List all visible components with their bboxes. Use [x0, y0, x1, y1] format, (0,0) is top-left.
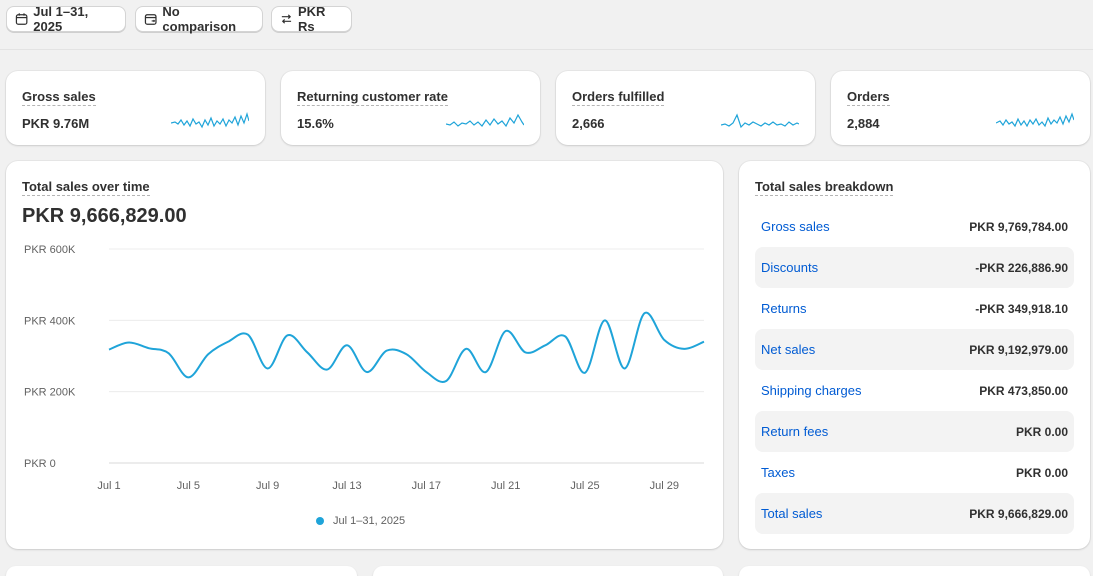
- breakdown-row-total-sales: Total sales PKR 9,666,829.00: [755, 493, 1074, 534]
- breakdown-value: PKR 473,850.00: [979, 383, 1068, 398]
- breakdown-title[interactable]: Total sales breakdown: [755, 179, 894, 196]
- x-tick-label: Jul 1: [97, 480, 120, 492]
- kpi-card-returning-customer-rate[interactable]: Returning customer rate 15.6%: [281, 71, 540, 145]
- sparkline: [721, 113, 799, 129]
- next-card-2: [373, 566, 723, 576]
- date-range-label: Jul 1–31, 2025: [33, 4, 89, 34]
- kpi-title[interactable]: Returning customer rate: [297, 89, 448, 106]
- breakdown-label[interactable]: Return fees: [761, 424, 829, 439]
- kpi-card-orders[interactable]: Orders 2,884: [831, 71, 1090, 145]
- breakdown-value: PKR 9,769,784.00: [969, 219, 1068, 234]
- breakdown-row-shipping-charges: Shipping charges PKR 473,850.00: [755, 370, 1074, 411]
- sparkline: [171, 111, 249, 129]
- breakdown-label[interactable]: Shipping charges: [761, 383, 862, 398]
- breakdown-value: PKR 9,192,979.00: [969, 342, 1068, 357]
- breakdown-value: PKR 0.00: [1015, 424, 1068, 439]
- x-tick-label: Jul 29: [650, 480, 679, 492]
- kpi-title[interactable]: Orders: [847, 89, 890, 106]
- chart-legend[interactable]: Jul 1–31, 2025: [316, 515, 405, 527]
- breakdown-value: PKR 9,666,829.00: [969, 506, 1068, 521]
- breakdown-row-returns: Returns -PKR 349,918.10: [755, 288, 1074, 329]
- toolbar: Jul 1–31, 2025 No comparison PKR Rs: [0, 0, 1093, 50]
- kpi-value: 2,666: [572, 116, 605, 131]
- currency-exchange-icon: [281, 14, 292, 24]
- breakdown-value: -PKR 226,886.90: [975, 260, 1068, 275]
- x-tick-label: Jul 17: [412, 480, 441, 492]
- breakdown-label[interactable]: Returns: [761, 301, 807, 316]
- currency-button[interactable]: PKR Rs: [271, 4, 352, 34]
- date-range-button[interactable]: Jul 1–31, 2025: [6, 4, 126, 34]
- breakdown-row-taxes: Taxes PKR 0.00: [755, 452, 1074, 493]
- sales-breakdown-card: Total sales breakdown Gross sales PKR 9,…: [739, 161, 1090, 549]
- breakdown-row-discounts: Discounts -PKR 226,886.90: [755, 247, 1074, 288]
- comparison-button[interactable]: No comparison: [135, 4, 263, 34]
- total-sales-value: PKR 9,666,829.00: [22, 205, 187, 227]
- breakdown-value: -PKR 349,918.10: [975, 301, 1068, 316]
- x-tick-label: Jul 25: [570, 480, 599, 492]
- series-line[interactable]: [108, 311, 705, 383]
- breakdown-label[interactable]: Gross sales: [761, 219, 830, 234]
- calendar-icon: [15, 13, 28, 25]
- sales-line-chart[interactable]: PKR 0 PKR 200K PKR 400K PKR 600K Jul 1 Jul 5 J…: [6, 161, 723, 501]
- sparkline: [996, 112, 1074, 128]
- next-card-3: [739, 566, 1090, 576]
- currency-label: PKR Rs: [297, 4, 326, 34]
- breakdown-row-gross-sales: Gross sales PKR 9,769,784.00: [755, 206, 1074, 247]
- kpi-card-orders-fulfilled[interactable]: Orders fulfilled 2,666: [556, 71, 815, 145]
- y-tick-label: PKR 0: [24, 458, 56, 470]
- breakdown-label[interactable]: Net sales: [761, 342, 816, 357]
- x-tick-label: Jul 9: [256, 480, 279, 492]
- x-tick-label: Jul 21: [491, 480, 520, 492]
- sparkline: [446, 113, 524, 128]
- breakdown-row-return-fees: Return fees PKR 0.00: [755, 411, 1074, 452]
- breakdown-label[interactable]: Discounts: [761, 260, 819, 275]
- sales-over-time-card: Total sales over time PKR 9,666,829.00 P…: [6, 161, 723, 549]
- calendar-compare-icon: [144, 14, 157, 25]
- kpi-value: 15.6%: [297, 116, 334, 131]
- x-tick-label: Jul 13: [332, 480, 361, 492]
- x-tick-label: Jul 5: [177, 480, 200, 492]
- comparison-label: No comparison: [162, 4, 237, 34]
- y-tick-label: PKR 200K: [24, 387, 76, 399]
- breakdown-label[interactable]: Taxes: [761, 465, 795, 480]
- chart-title[interactable]: Total sales over time: [22, 179, 150, 196]
- kpi-title[interactable]: Orders fulfilled: [572, 89, 665, 106]
- legend-swatch: [316, 517, 324, 525]
- breakdown-label[interactable]: Total sales: [761, 506, 823, 521]
- breakdown-value: PKR 0.00: [1015, 465, 1068, 480]
- next-card-1: [6, 566, 357, 576]
- kpi-title[interactable]: Gross sales: [22, 89, 96, 106]
- kpi-card-gross-sales[interactable]: Gross sales PKR 9.76M: [6, 71, 265, 145]
- kpi-value: PKR 9.76M: [22, 116, 90, 131]
- y-tick-label: PKR 600K: [24, 244, 76, 256]
- kpi-value: 2,884: [847, 116, 880, 131]
- legend-label: Jul 1–31, 2025: [333, 515, 406, 527]
- breakdown-row-net-sales: Net sales PKR 9,192,979.00: [755, 329, 1074, 370]
- y-tick-label: PKR 400K: [24, 315, 76, 327]
